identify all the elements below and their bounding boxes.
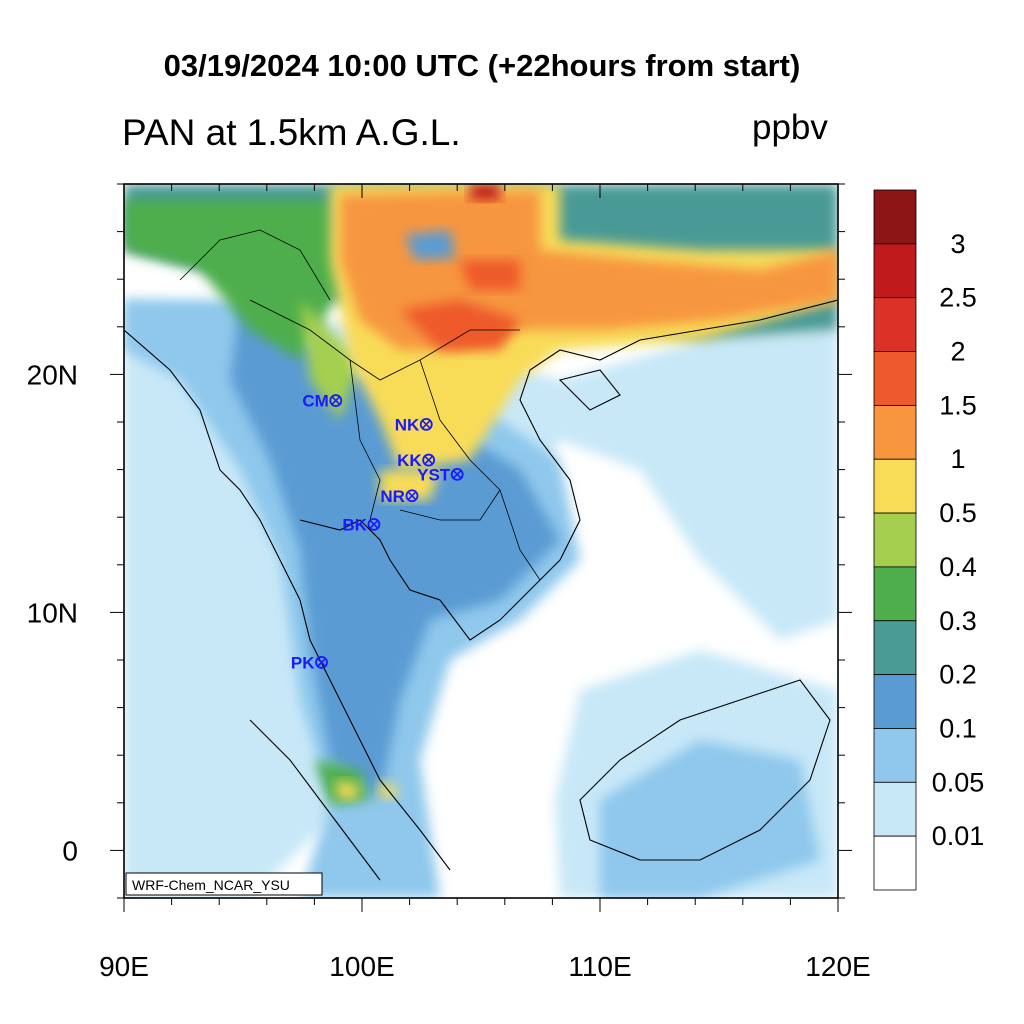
colorbar-label: 1.5 [939,390,977,420]
colorbar-swatch [873,351,917,406]
colorbar-label: 0.3 [939,606,977,636]
colorbar-label: 0.01 [932,821,985,851]
units-label: ppbv [752,108,828,147]
station-label: NK [395,415,420,434]
station-label: CM [302,392,328,411]
y-tick-label: 10N [27,597,78,628]
colorbar: 3 2.5 2 1.5 1 0.5 0.4 0.3 0.2 0.1 0.05 0.01 [873,189,985,891]
colorbar-swatch [873,458,917,514]
credit-text: WRF-Chem_NCAR_YSU [132,877,290,893]
colorbar-label: 2 [950,337,965,367]
station-bk: BK [342,515,381,534]
colorbar-swatch [873,728,917,783]
station-marker-cross [452,469,462,479]
station-marker-cross [316,657,327,667]
pan-concentration-field [124,184,838,898]
station-marker-cross [331,396,341,406]
colorbar-label: 0.1 [939,713,977,743]
map-title: 03/19/2024 10:00 UTC (+22hours from star… [163,48,801,83]
station-kk: KK [397,451,436,470]
station-cm: CM [302,392,343,411]
colorbar-swatch [873,512,917,568]
colorbar-label: 0.05 [932,767,985,797]
colorbar-label: 0.5 [939,498,977,528]
colorbar-swatch [873,566,917,622]
station-label: BK [342,515,367,534]
station-marker-icon [419,417,433,431]
colorbar-label: 1 [950,444,965,474]
x-tick-label: 110E [568,951,631,982]
y-tick-label: 0 [62,835,78,866]
x-tick-label: 100E [329,951,394,982]
map-axes: 90E 100E 110E 120E 20N 10N 0 [27,183,871,982]
station-yst: YST [417,465,464,484]
colorbar-swatch [873,781,917,837]
colorbar-swatch [873,297,917,352]
station-nr: NR [380,487,419,506]
credit-box: WRF-Chem_NCAR_YSU [125,872,323,896]
station-marker-icon [450,467,464,481]
colorbar-swatch [873,189,917,245]
colorbar-label: 2.5 [939,283,977,313]
station-marker-cross [421,419,431,429]
x-tick-label: 120E [805,951,870,982]
station-marker-cross [369,519,379,529]
colorbar-label: 3 [950,229,965,259]
station-marker-cross [407,491,417,501]
colorbar-swatch [873,835,917,891]
station-marker-icon [405,489,419,503]
station-marker-cross [424,455,434,465]
colorbar-label: 0.4 [939,552,977,582]
station-label: YST [417,465,451,484]
station-label: NR [380,487,405,506]
station-nk: NK [395,415,433,434]
station-marker-icon [367,517,381,531]
colorbar-swatch [873,243,917,299]
station-label: PK [291,653,315,672]
colorbar-swatch [873,620,917,676]
variable-title: PAN at 1.5km A.G.L. [122,112,461,153]
station-pk: PK [291,653,328,672]
y-tick-label: 20N [27,359,78,390]
colorbar-swatch [873,404,917,460]
x-tick-label: 90E [99,951,149,982]
station-marker-icon [422,453,436,467]
station-marker-icon [329,394,343,407]
map-frame [123,183,839,899]
colorbar-label: 0.2 [939,660,977,690]
station-label: KK [397,451,422,470]
colorbar-swatch [873,674,917,729]
station-marker-icon [315,655,328,669]
